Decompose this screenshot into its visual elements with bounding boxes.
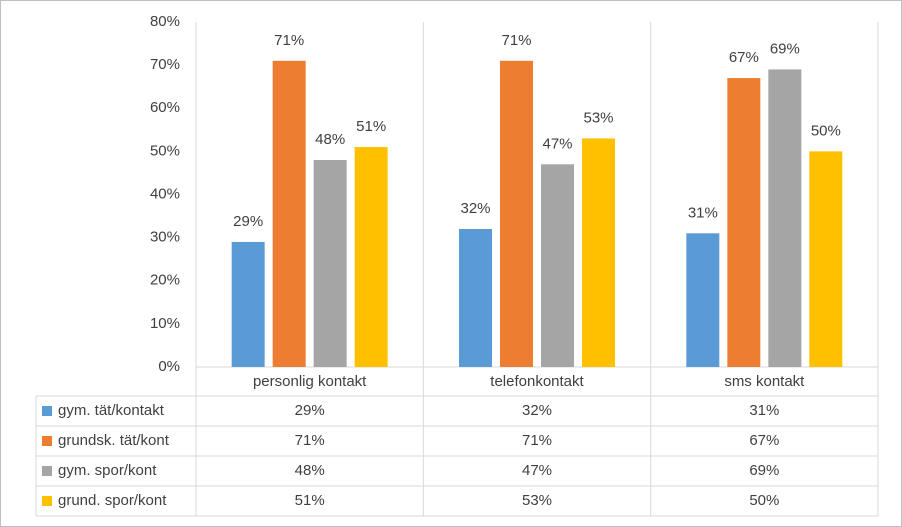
legend-key [42, 406, 52, 416]
data-label: 51% [356, 118, 386, 135]
table-cell: 51% [295, 492, 325, 509]
bar [686, 233, 720, 367]
table-cell: 48% [295, 462, 325, 479]
bar [500, 60, 533, 367]
y-tick-label: 40% [150, 185, 180, 202]
data-label: 29% [233, 213, 263, 230]
bar [272, 60, 306, 367]
bar [541, 164, 574, 367]
legend-key [42, 436, 52, 446]
legend-label: grundsk. tät/kont [58, 432, 170, 449]
legend-key [42, 496, 52, 506]
table-cell: 50% [749, 492, 779, 509]
table-cell: 47% [522, 462, 552, 479]
data-label: 48% [315, 131, 345, 148]
y-tick-label: 0% [158, 358, 180, 375]
x-tick-label: personlig kontakt [253, 373, 367, 390]
legend-label: gym. spor/kont [58, 462, 157, 479]
table-cell: 67% [749, 432, 779, 449]
bar [459, 229, 492, 367]
y-tick-label: 70% [150, 56, 180, 73]
data-label: 71% [274, 32, 304, 49]
legend-label: grund. spor/kont [58, 492, 167, 509]
y-tick-label: 20% [150, 272, 180, 289]
legend-key [42, 466, 52, 476]
legend-label: gym. tät/kontakt [58, 402, 165, 419]
data-label: 71% [501, 32, 531, 49]
data-label: 67% [729, 49, 759, 66]
x-tick-label: telefonkontakt [490, 373, 584, 390]
bar [809, 151, 843, 367]
y-tick-label: 30% [150, 229, 180, 246]
data-label: 50% [811, 122, 841, 139]
bar [768, 69, 802, 367]
table-cell: 69% [749, 462, 779, 479]
bar [582, 138, 615, 367]
y-tick-label: 10% [150, 315, 180, 332]
table-cell: 31% [749, 402, 779, 419]
bar [231, 241, 265, 367]
data-label: 32% [460, 200, 490, 217]
data-label: 69% [770, 40, 800, 57]
data-label: 31% [688, 204, 718, 221]
table-cell: 32% [522, 402, 552, 419]
data-label: 53% [583, 109, 613, 126]
table-cell: 71% [295, 432, 325, 449]
table-cell: 29% [295, 402, 325, 419]
data-label: 47% [542, 135, 572, 152]
bar [354, 147, 388, 367]
y-tick-label: 60% [150, 99, 180, 116]
bar [727, 78, 761, 367]
x-tick-label: sms kontakt [724, 373, 805, 390]
table-cell: 71% [522, 432, 552, 449]
table-cell: 53% [522, 492, 552, 509]
bar [313, 160, 347, 367]
y-tick-label: 50% [150, 142, 180, 159]
y-tick-label: 80% [150, 13, 180, 30]
